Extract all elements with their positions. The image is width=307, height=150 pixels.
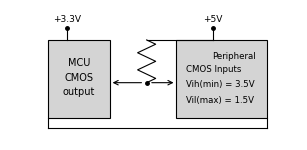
Text: Peripheral: Peripheral: [212, 52, 255, 61]
Text: Vil(max) = 1.5V: Vil(max) = 1.5V: [186, 96, 254, 105]
Bar: [48, 40, 110, 119]
Text: +5V: +5V: [204, 15, 223, 24]
Bar: [176, 40, 267, 119]
Text: CMOS Inputs: CMOS Inputs: [186, 65, 241, 74]
Text: +3.3V: +3.3V: [53, 15, 81, 24]
Text: MCU: MCU: [68, 58, 90, 68]
Text: Vih(min) = 3.5V: Vih(min) = 3.5V: [186, 81, 255, 90]
Text: CMOS
output: CMOS output: [63, 73, 95, 97]
